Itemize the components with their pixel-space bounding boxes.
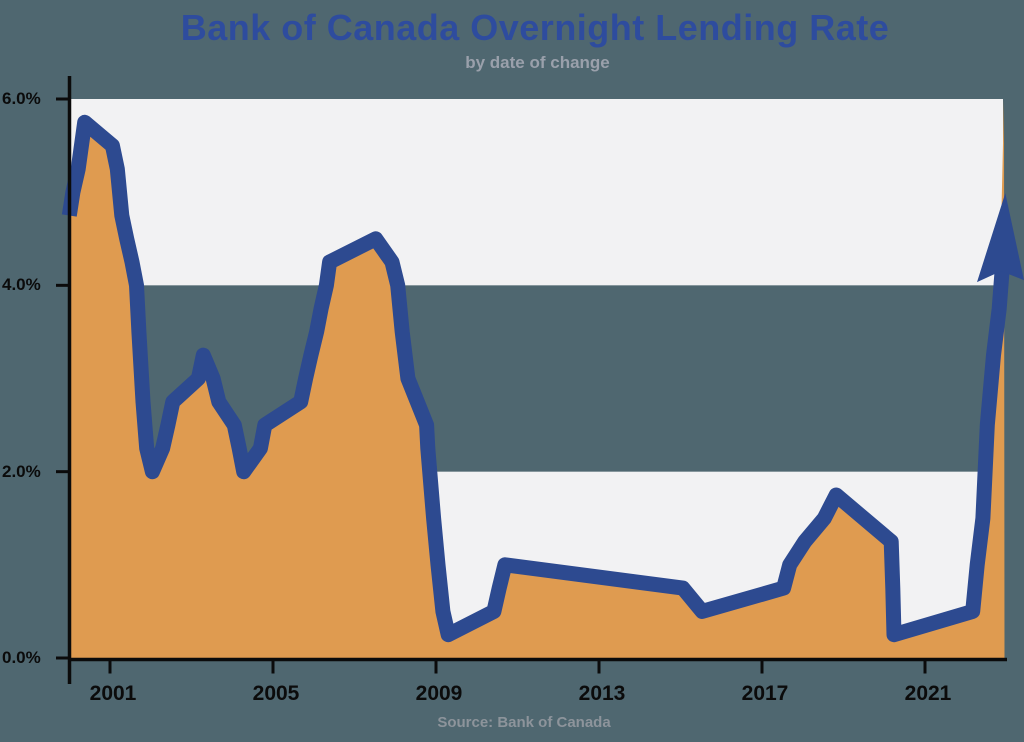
chart-title: Bank of Canada Overnight Lending Rate [180,7,890,48]
x-tick-label: 2017 [741,682,789,705]
y-tick-label: 6.0% [2,89,41,108]
grid-band-4-6 [70,99,1003,286]
x-tick-label: 2021 [904,682,952,705]
source-note: Source: Bank of Canada [437,714,611,731]
rate-area-fill [69,100,1005,658]
arrow-up-icon [977,193,1024,283]
x-tick-label: 2005 [252,682,300,705]
y-tick-label: 0.0% [2,648,41,667]
x-tick-label: 2001 [89,682,137,705]
rate-line [61,114,1010,643]
x-tick-label: 2013 [578,682,626,705]
chart-subtitle: by date of change [465,53,610,72]
x-tick-label: 2009 [415,682,463,705]
y-tick-label: 4.0% [2,275,41,295]
y-tick-label: 2.0% [2,461,41,481]
